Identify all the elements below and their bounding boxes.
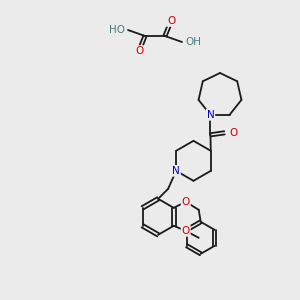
Text: O: O bbox=[135, 46, 143, 56]
Text: HO: HO bbox=[109, 25, 125, 35]
Text: N: N bbox=[207, 110, 214, 120]
Text: O: O bbox=[230, 128, 238, 138]
Text: N: N bbox=[172, 166, 180, 176]
Text: O: O bbox=[167, 16, 175, 26]
Text: O: O bbox=[182, 197, 190, 207]
Text: O: O bbox=[182, 226, 190, 236]
Text: OH: OH bbox=[185, 37, 201, 47]
